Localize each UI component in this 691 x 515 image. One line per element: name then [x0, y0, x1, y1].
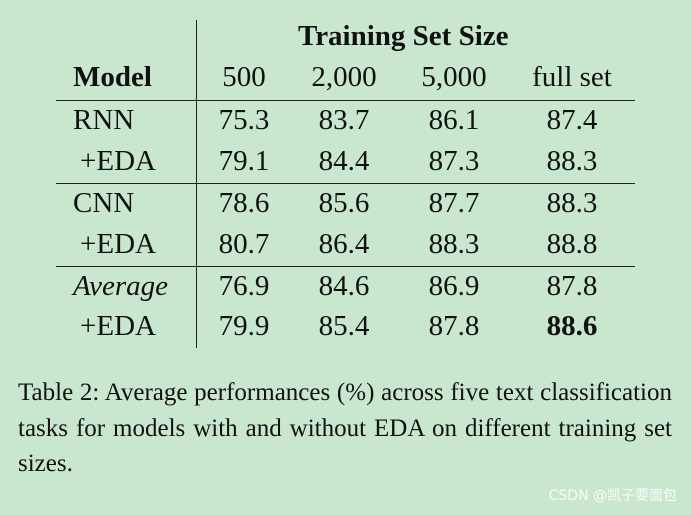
table-cell: 84.4 — [318, 145, 370, 177]
table-cell: 85.4 — [318, 310, 370, 342]
table-cell: 80.7 — [218, 228, 270, 260]
row-label: +EDA — [80, 228, 156, 260]
column-header: full set — [532, 61, 612, 93]
column-divider — [196, 20, 197, 348]
table-cell: 86.9 — [428, 270, 480, 302]
table-cell: 79.1 — [218, 145, 270, 177]
table-cell: 75.3 — [218, 104, 270, 136]
row-label: +EDA — [80, 310, 156, 342]
table-caption: Table 2: Average performances (%) across… — [18, 379, 672, 477]
table-cell: 85.6 — [318, 187, 370, 219]
table-cell: 87.8 — [428, 310, 480, 342]
table-cell: 88.8 — [546, 228, 598, 260]
column-header: 500 — [222, 61, 266, 93]
column-header: 5,000 — [421, 61, 487, 93]
group-rule — [56, 266, 635, 267]
table-cell: 88.3 — [546, 187, 598, 219]
table-cell: 88.3 — [428, 228, 480, 260]
group-header: Training Set Size — [298, 20, 509, 52]
table-cell: 87.8 — [546, 270, 598, 302]
table-cell: 76.9 — [218, 270, 270, 302]
table-cell: 83.7 — [318, 104, 370, 136]
watermark: CSDN @凯子要面包 — [548, 488, 677, 504]
table-cell: 86.4 — [318, 228, 370, 260]
table-cell: 87.3 — [428, 145, 480, 177]
row-label: +EDA — [80, 145, 156, 177]
model-header: Model — [73, 61, 152, 93]
table-cell: 78.6 — [218, 187, 270, 219]
row-label: Average — [73, 270, 169, 302]
header-rule — [56, 100, 635, 101]
results-table: Training Set Size Model 500 2,000 5,000 … — [56, 20, 635, 348]
group-rule — [56, 183, 635, 184]
table-cell-best: 88.6 — [546, 310, 598, 342]
table-cell: 87.4 — [546, 104, 598, 136]
table-cell: 86.1 — [428, 104, 480, 136]
row-label: RNN — [73, 104, 135, 136]
table-cell: 88.3 — [546, 145, 598, 177]
column-header: 2,000 — [311, 61, 377, 93]
table-cell: 79.9 — [218, 310, 270, 342]
table-cell: 84.6 — [318, 270, 370, 302]
table-cell: 87.7 — [428, 187, 480, 219]
row-label: CNN — [73, 187, 135, 219]
